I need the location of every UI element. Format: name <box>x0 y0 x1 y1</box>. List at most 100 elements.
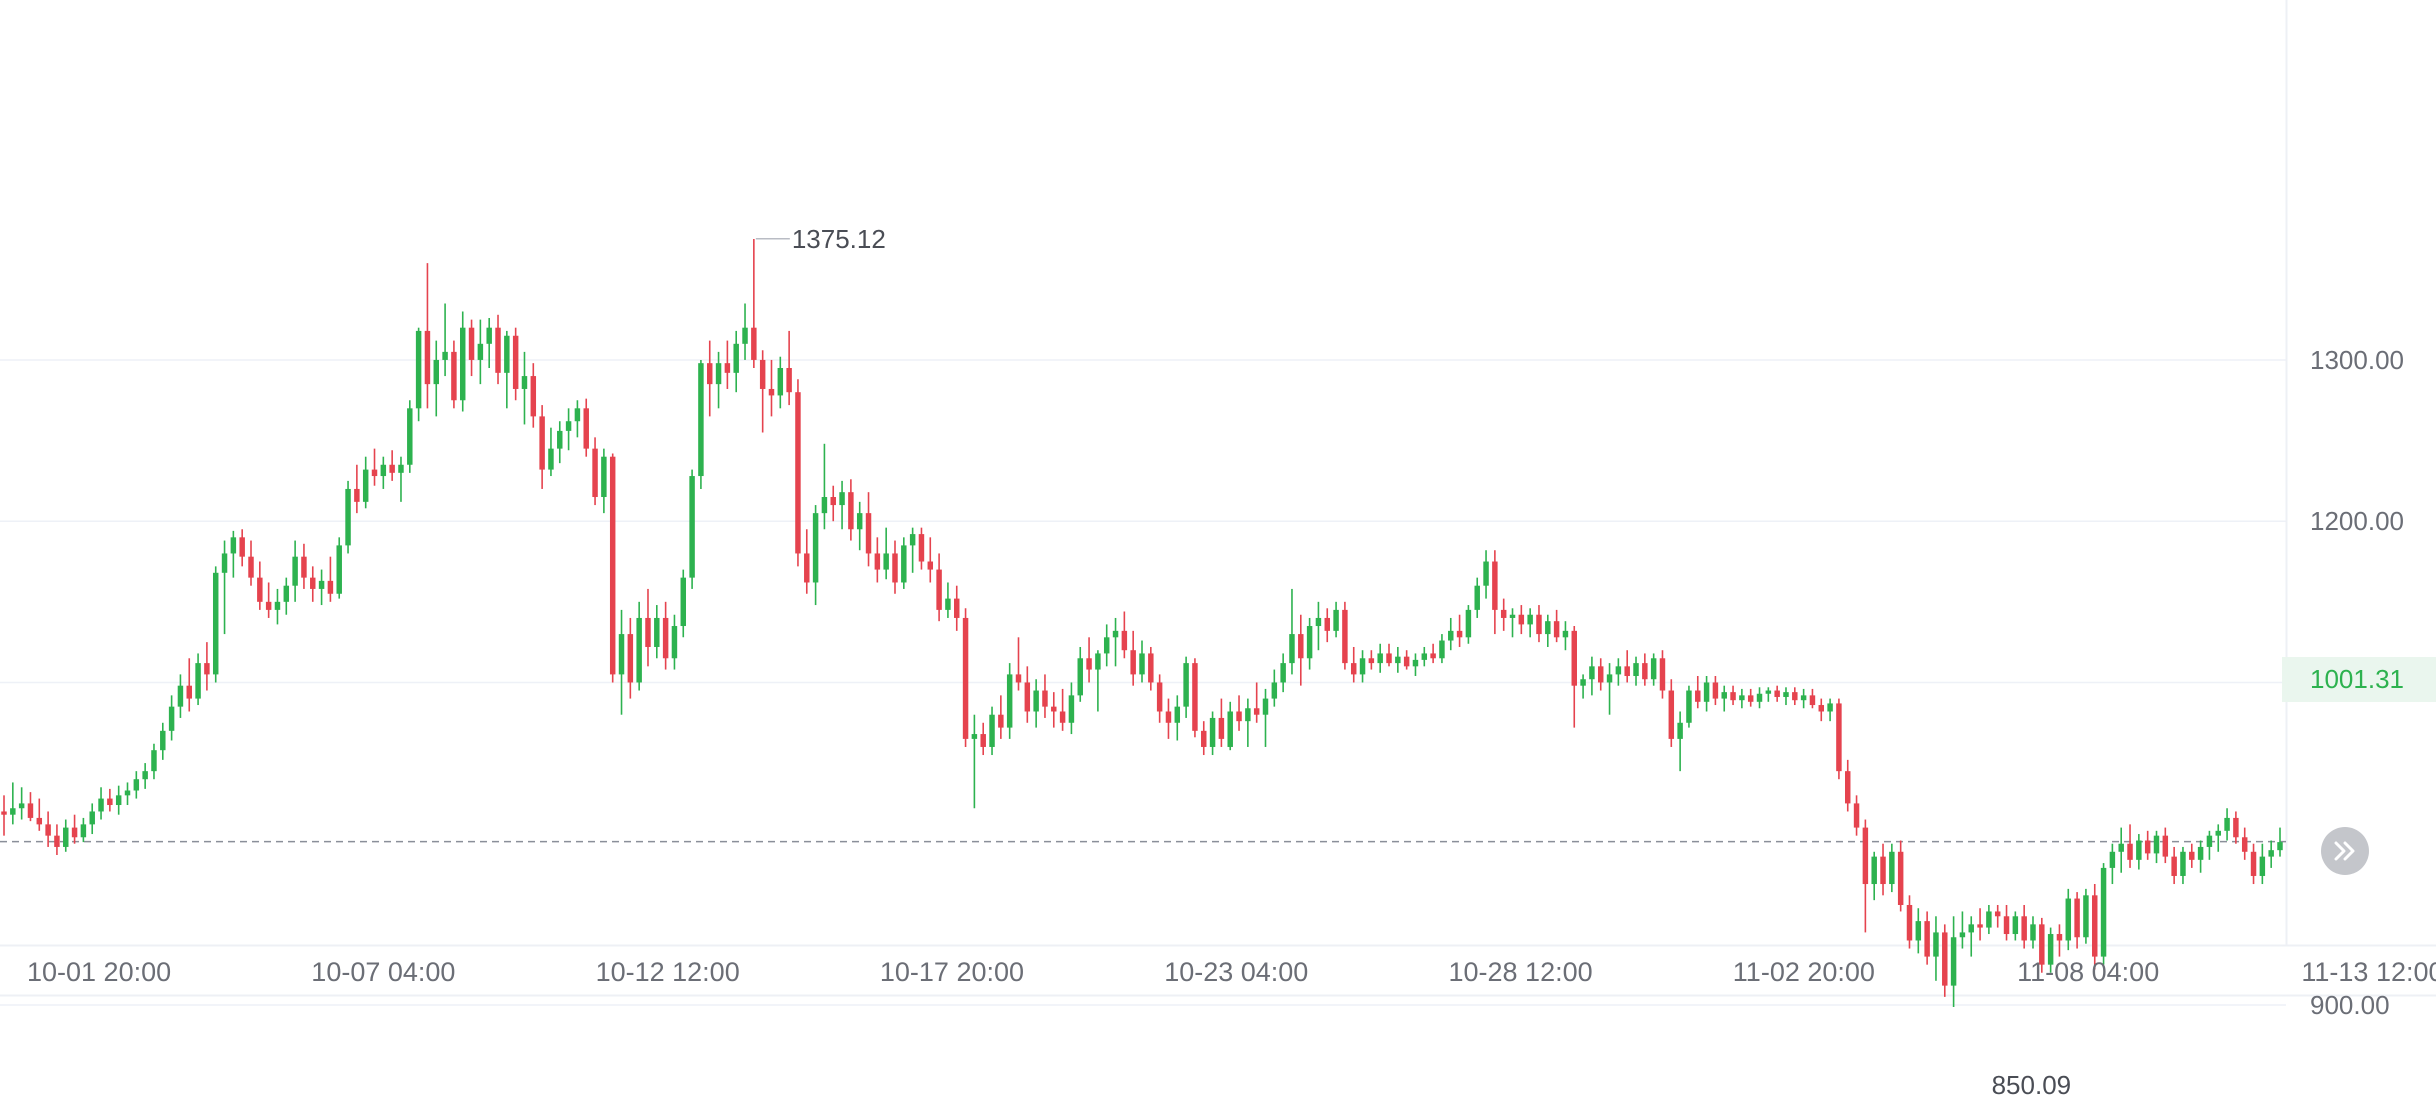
candle <box>177 674 184 718</box>
candle-body <box>1756 693 1763 702</box>
candle-body <box>954 598 960 618</box>
candle <box>1686 685 1692 728</box>
candle <box>230 530 237 578</box>
candle <box>71 814 78 844</box>
candle-body <box>2144 840 2151 854</box>
candle <box>1403 650 1410 670</box>
candle-body <box>1156 682 1163 712</box>
candle <box>1192 658 1198 738</box>
candle <box>689 469 695 589</box>
candle <box>1315 601 1322 651</box>
candle-body <box>1130 650 1136 675</box>
candle-body <box>1500 609 1507 618</box>
candle <box>1 795 7 836</box>
candle <box>1130 630 1136 686</box>
candle <box>168 695 175 741</box>
candle-body <box>936 569 942 610</box>
candle-body <box>1889 851 1895 885</box>
candle-body <box>609 456 616 675</box>
candle <box>1492 550 1498 635</box>
candle-body <box>1 811 7 815</box>
candle-body <box>1730 692 1736 701</box>
candle-body <box>1827 703 1833 712</box>
candle <box>707 340 713 417</box>
candle <box>1395 646 1401 673</box>
candle-body <box>2039 924 2045 965</box>
candle-body <box>1562 630 1569 638</box>
candle <box>1783 687 1789 706</box>
candle-body <box>998 714 1004 728</box>
candle-body <box>345 488 351 546</box>
x-tick-label: 11-08 04:00 <box>2017 957 2160 987</box>
candle <box>2215 824 2221 852</box>
candle <box>786 330 792 406</box>
chart-canvas[interactable] <box>0 0 2436 1007</box>
candle-body <box>927 561 934 570</box>
candle-body <box>918 534 925 562</box>
candle-body <box>601 456 607 498</box>
candle-body <box>1721 692 1727 699</box>
candle <box>2277 827 2283 857</box>
candle-body <box>2224 817 2230 831</box>
candle-body <box>89 811 95 825</box>
double-chevron-right-icon <box>2334 841 2355 861</box>
candle-body <box>1068 695 1075 723</box>
candle <box>2153 830 2160 864</box>
candle-body <box>1862 827 1869 885</box>
candle <box>1650 653 1657 686</box>
candle-body <box>1580 679 1586 686</box>
candle-body <box>2003 916 2010 935</box>
candle <box>1059 688 1066 731</box>
candle <box>1668 679 1675 747</box>
candle <box>2233 811 2239 844</box>
candle <box>1994 904 2001 928</box>
candle-body <box>1368 658 1375 664</box>
candle-body <box>107 798 113 806</box>
candle-body <box>1289 634 1295 664</box>
candle <box>1342 601 1348 670</box>
candle <box>821 443 828 530</box>
candle-body <box>1059 711 1066 723</box>
candle <box>1800 688 1807 709</box>
candle-body <box>1148 653 1154 683</box>
candle-body <box>318 580 325 589</box>
candle-body <box>63 827 69 847</box>
candle <box>1942 924 1948 997</box>
candle <box>1227 701 1233 751</box>
candle-body <box>618 634 625 675</box>
candle <box>1165 698 1172 739</box>
candle <box>2259 843 2266 885</box>
candle <box>2250 843 2257 885</box>
candle <box>2197 840 2204 873</box>
candle-body <box>486 327 492 344</box>
current-price-tag <box>2282 657 2436 702</box>
candle-body <box>54 835 60 847</box>
candle <box>1659 650 1666 699</box>
y-tick-label: 1200.00 <box>2310 506 2404 537</box>
candle <box>36 798 43 831</box>
candle <box>1465 605 1472 644</box>
candle <box>680 569 687 638</box>
candle-body <box>1298 634 1304 659</box>
scroll-to-latest-button[interactable] <box>2321 827 2369 875</box>
candle-body <box>1421 653 1428 660</box>
candle <box>1597 658 1604 691</box>
candle <box>2100 863 2107 965</box>
candle-body <box>1933 932 1939 957</box>
candle-body <box>557 430 563 449</box>
candle-body <box>1095 653 1101 670</box>
candle-body <box>680 577 687 627</box>
candle <box>248 540 254 586</box>
candle-body <box>80 824 87 838</box>
candle-body <box>715 363 722 385</box>
candle-body <box>777 368 784 396</box>
candle <box>1845 759 1851 812</box>
candle-body <box>18 803 25 809</box>
candle <box>1589 656 1595 696</box>
candle-body <box>1633 663 1639 677</box>
candle <box>1421 646 1428 667</box>
candle-body <box>1209 717 1216 747</box>
candle-body <box>204 663 210 675</box>
candle-body <box>477 343 484 360</box>
